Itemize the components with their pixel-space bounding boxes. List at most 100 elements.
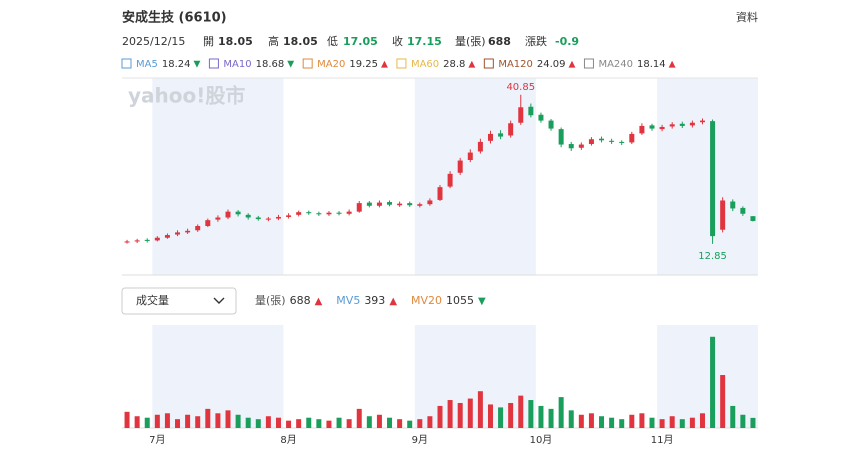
candle-body (558, 129, 564, 145)
volume-bar (639, 413, 645, 428)
candle-body (487, 133, 493, 141)
candle-body (710, 121, 716, 237)
month-band (657, 325, 758, 428)
candle-body (588, 139, 594, 145)
volume-bar (255, 419, 261, 428)
watermark: yahoo!股市 (128, 84, 245, 108)
legend-checkbox[interactable] (583, 58, 594, 69)
volume-bar (548, 408, 554, 428)
volume-bar (275, 417, 281, 428)
candle-body (599, 138, 605, 141)
volume-legend-name: 量(張) (255, 294, 286, 307)
ma-legend: MA5 18.24 ▼ MA10 18.68 ▼ MA20 19.25 ▲ MA60 28.8 ▲ MA… (121, 58, 676, 70)
volume-bar (185, 414, 191, 428)
candle-body (649, 125, 655, 129)
candle-body (336, 212, 342, 214)
volume-bar (467, 398, 473, 428)
volume-bar (175, 419, 181, 428)
volume-bar (538, 405, 544, 428)
candle-body (144, 239, 150, 241)
month-band (414, 78, 536, 275)
candle-body (306, 212, 312, 214)
volume-bar (427, 416, 433, 428)
quote-open: 18.05 (218, 35, 253, 48)
volume-legend-trend: ▲ (315, 296, 323, 307)
month-band (657, 78, 758, 275)
x-tick-label: 8月 (280, 434, 296, 446)
change-value: -0.9 (555, 35, 579, 48)
legend-trend: ▼ (287, 60, 294, 70)
volume-bar (366, 416, 372, 428)
volume-bar (740, 414, 746, 428)
quote-low: 17.05 (343, 35, 378, 48)
volume-bar (619, 419, 625, 428)
volume-bar (518, 395, 524, 428)
legend-trend: ▲ (468, 60, 475, 70)
candle-body (265, 218, 271, 220)
candle-body (366, 202, 372, 206)
candle-body (154, 237, 160, 241)
legend-trend: ▼ (193, 60, 200, 70)
candle-body (538, 114, 544, 121)
legend-checkbox[interactable] (483, 58, 494, 69)
price-panel: yahoo!股市 40.85 12.85 (122, 77, 758, 276)
candle-body (679, 123, 685, 126)
quote-label: 低 (327, 34, 338, 48)
candle-body (175, 232, 181, 235)
volume-legend-name: MV20 (411, 294, 442, 307)
volume-bar (235, 414, 241, 428)
candle-body (508, 123, 514, 136)
candle-body (407, 203, 413, 206)
candle-body (164, 235, 170, 238)
indicator-select[interactable] (121, 287, 237, 315)
legend-checkbox[interactable] (396, 58, 407, 69)
volume-legend-value: 688 (290, 294, 311, 307)
legend-checkbox[interactable] (302, 58, 313, 69)
legend-name: MA120 (498, 59, 533, 70)
candle-body (437, 187, 443, 200)
candle-body (296, 212, 302, 215)
volume-bar (306, 417, 312, 428)
indicator-select-text: 成交量 (136, 293, 169, 307)
volume-bar (659, 419, 665, 428)
volume-bar (225, 410, 231, 428)
legend-checkbox[interactable] (121, 58, 132, 69)
candle-body (235, 211, 241, 215)
volume-bar (346, 419, 352, 428)
legend-trend: ▲ (569, 60, 576, 70)
candle-body (750, 216, 756, 221)
candle-body (568, 144, 574, 149)
legend-trend: ▲ (669, 60, 676, 70)
data-link[interactable]: 資料 (736, 10, 758, 24)
volume-bar (286, 420, 292, 428)
candle-body (720, 200, 726, 230)
candle-body (689, 122, 695, 126)
candle-body (528, 106, 534, 116)
volume-bar (205, 408, 211, 428)
month-band (414, 325, 536, 428)
legend-name: MA10 (223, 59, 251, 70)
volume-bar (215, 413, 221, 428)
candle-body (548, 120, 554, 129)
candle-body (578, 144, 584, 148)
legend-value: 28.8 (443, 59, 465, 70)
volume-bar (407, 420, 413, 428)
volume-bar (498, 407, 504, 428)
volume-bar (599, 416, 605, 428)
volume-bar (508, 402, 514, 428)
legend-name: MA240 (598, 59, 633, 70)
quote-label: 高 (268, 34, 279, 48)
legend-checkbox[interactable] (208, 58, 219, 69)
candle-body (255, 217, 261, 220)
candle-body (467, 152, 473, 160)
dropdown-arrow (213, 297, 225, 304)
candle-body (316, 213, 322, 215)
candle-body (346, 211, 352, 214)
volume-bar (477, 391, 483, 428)
candle-body (457, 160, 463, 173)
x-tick-label: 9月 (412, 434, 428, 446)
volume-bar (124, 411, 130, 428)
volume-bar (447, 400, 453, 428)
volume-bar (326, 420, 332, 428)
quote-close: 17.15 (407, 35, 442, 48)
